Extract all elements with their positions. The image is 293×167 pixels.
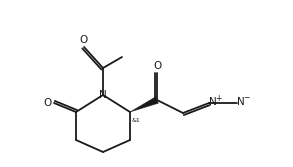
Text: O: O [154, 61, 162, 71]
Text: −: − [243, 94, 249, 103]
Polygon shape [130, 97, 159, 112]
Text: N: N [237, 97, 245, 107]
Text: &1: &1 [132, 118, 141, 123]
Text: N: N [99, 90, 107, 100]
Text: O: O [43, 98, 51, 108]
Text: N: N [209, 97, 217, 107]
Text: O: O [80, 35, 88, 45]
Text: +: + [215, 94, 222, 103]
